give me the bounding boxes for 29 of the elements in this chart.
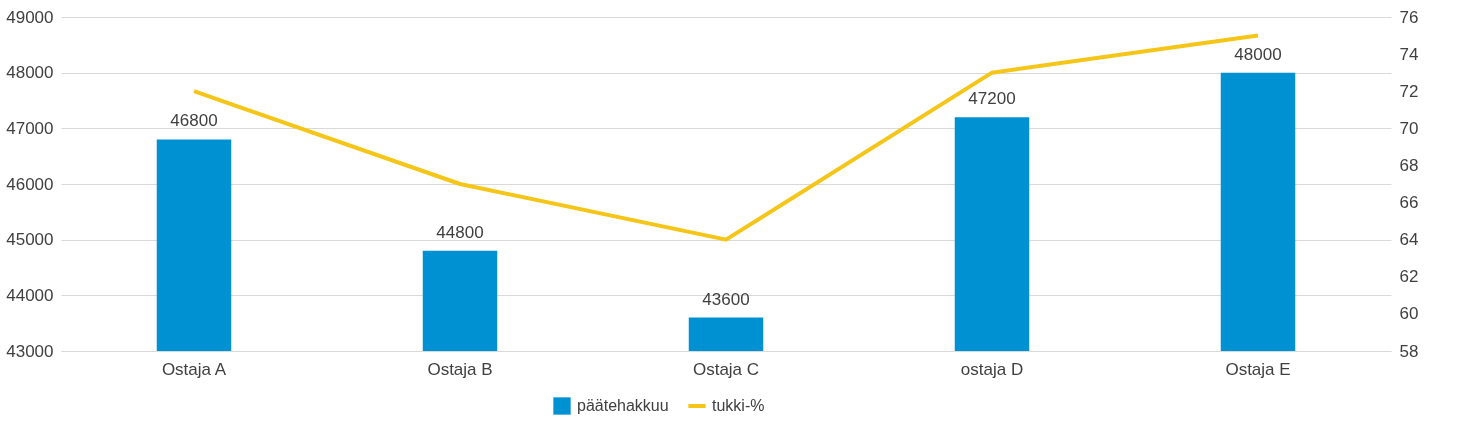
- data-label: 44800: [436, 222, 484, 242]
- data-label: 48000: [1234, 44, 1282, 64]
- y-tick-label: 47000: [6, 118, 54, 138]
- legend-label: tukki-%: [712, 397, 765, 414]
- y-tick-label: 48000: [6, 63, 54, 83]
- y2-tick-label: 68: [1399, 155, 1419, 175]
- x-tick-label: ostaja D: [960, 359, 1024, 379]
- y-tick-label: 49000: [6, 7, 54, 27]
- y2-tick-label: 70: [1399, 118, 1419, 138]
- x-tick-label: Ostaja A: [161, 359, 227, 379]
- x-tick-label: Ostaja E: [1225, 359, 1291, 379]
- y-tick-label: 44000: [6, 285, 54, 305]
- y2-tick-label: 74: [1399, 44, 1419, 64]
- data-label: 46800: [170, 111, 218, 131]
- data-label: 43600: [702, 289, 750, 309]
- y2-tick-label: 58: [1399, 341, 1419, 361]
- x-tick-label: Ostaja C: [692, 359, 760, 379]
- y2-tick-label: 72: [1399, 81, 1419, 101]
- y-tick-label: 43000: [6, 341, 54, 361]
- y-tick-label: 45000: [6, 230, 54, 250]
- legend-label: päätehakkuu: [577, 397, 669, 414]
- y2-tick-label: 62: [1399, 267, 1419, 287]
- y2-tick-label: 64: [1399, 230, 1419, 250]
- x-tick-label: Ostaja B: [427, 359, 493, 379]
- data-label: 47200: [968, 89, 1016, 109]
- y-tick-label: 46000: [6, 174, 54, 194]
- y2-tick-label: 60: [1399, 304, 1419, 324]
- y2-tick-label: 76: [1399, 7, 1419, 27]
- y2-tick-label: 66: [1399, 193, 1419, 213]
